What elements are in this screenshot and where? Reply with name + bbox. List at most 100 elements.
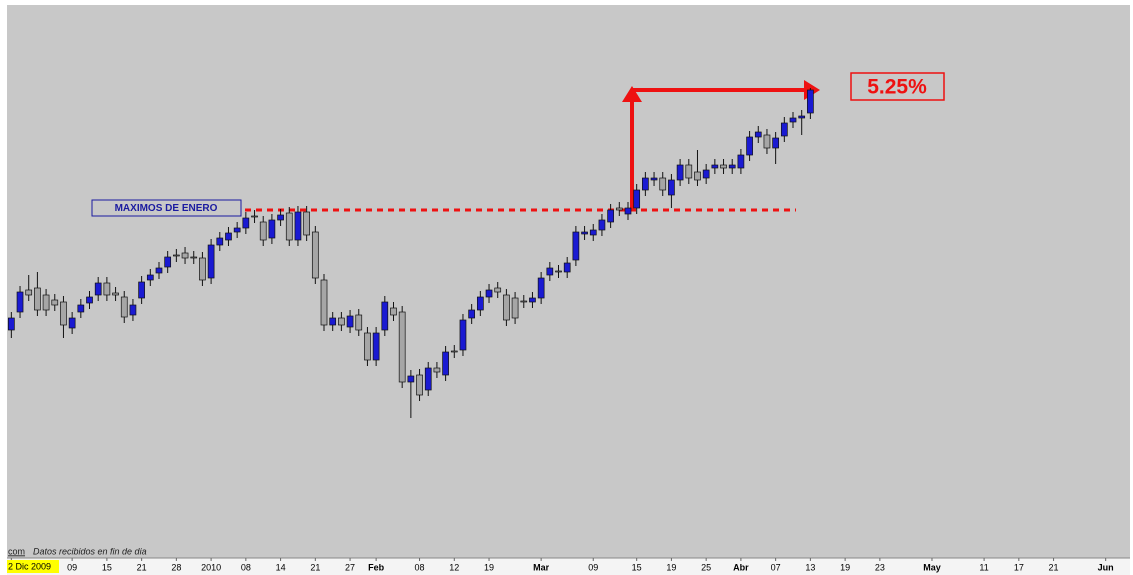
candle-body [251,215,258,218]
candle-body [720,164,727,169]
candle-body [598,219,606,231]
x-tick-label: 21 [1049,562,1059,572]
candle-body [259,221,267,241]
candle-body [589,229,597,236]
candle-body [68,317,76,329]
candle-body [120,296,128,318]
candle-body [294,211,302,241]
annotation-box [850,72,945,101]
x-ticks: 2 Dic 2009 09 15 21 28 2010 08 14 21 27 Feb 08 12 19 M… [7,558,1114,573]
candle-body [138,281,145,299]
x-tick-label: 19 [840,562,850,572]
x-tick-label: 21 [310,562,320,572]
source: Datos recibidos en fin de dia [33,546,147,556]
candle-body [659,177,667,191]
candle-body [424,367,432,391]
candle-body [442,351,449,376]
candle-body [459,319,467,351]
candle-body [624,207,632,215]
candle-body [51,299,59,306]
arrow-head [622,86,642,102]
x-tick-label: 11 [979,562,988,572]
candle-body [694,171,701,181]
x-tick-label: 14 [276,562,286,572]
candle-body [468,309,476,319]
candle-body [181,252,189,259]
x-tick-label: 28 [171,562,181,572]
candle-body [633,189,641,209]
candle-body [807,89,814,114]
candle-body [16,291,24,313]
candle-body [476,296,484,311]
x-tick-label: 07 [771,562,781,572]
candle-body [338,317,345,326]
source-prefix: com [8,546,25,556]
candle-body [355,314,363,331]
candle-body [381,301,389,331]
candle-body [650,177,658,181]
annotation-box [91,199,242,217]
candle-body [450,350,458,353]
candle-body [320,279,328,326]
candle-body [190,256,198,259]
candle-body [34,287,41,311]
candle-body [728,164,736,169]
candle-body [303,211,310,236]
x-tick-label: 13 [805,562,815,572]
candle-body [233,227,241,233]
candle-body [207,244,215,279]
candle-body [754,131,762,138]
candle-body [173,254,180,257]
candle-body [555,270,562,273]
candle-body [164,256,172,268]
candle-body [155,267,163,274]
candle-body [7,317,15,331]
candle-body [746,136,753,156]
candle-body [642,177,649,191]
x-tick-label: 08 [415,562,425,572]
candle-body [676,164,684,181]
candle-body [668,179,675,196]
x-tick-label: 19 [666,562,676,572]
x-tick-label: 15 [102,562,112,572]
candle-body [225,232,232,241]
candles [7,88,814,418]
candle-body [737,154,745,169]
candle-body [268,219,276,239]
candle-body [329,317,337,326]
x-axis-band [7,558,1130,575]
x-tick-label: 12 [449,562,459,572]
candle-body [685,164,693,179]
candle-body [798,115,806,119]
candle-body [242,217,250,229]
plot-area [7,5,1130,558]
annotation: 5.25% [867,76,927,99]
candle-body [581,231,588,235]
candle-body [607,209,614,223]
date-highlight [7,560,59,573]
candle-body [407,375,415,383]
candle-body [511,297,519,319]
candle-body [311,231,319,279]
candle-body [216,237,224,246]
candle-body [433,367,441,373]
x-tick-label: 2 Dic 2009 [8,561,51,571]
x-tick-label: 2010 [201,562,221,572]
x-tick-label: May [923,562,941,572]
candle-body [529,297,536,303]
candle-body [285,212,293,241]
candle-body [789,117,797,123]
candle-body [372,332,380,361]
x-tick-label: 09 [588,562,598,572]
candle-body [546,267,554,276]
candle-body [103,282,111,296]
candle-body [494,287,502,293]
candle-body [346,315,354,328]
candle-body [129,304,137,316]
x-tick-label: 09 [67,562,77,572]
candle-body [537,277,545,299]
candle-body [485,289,493,298]
x-tick-label: Mar [533,562,550,572]
x-tick-label: 08 [241,562,251,572]
